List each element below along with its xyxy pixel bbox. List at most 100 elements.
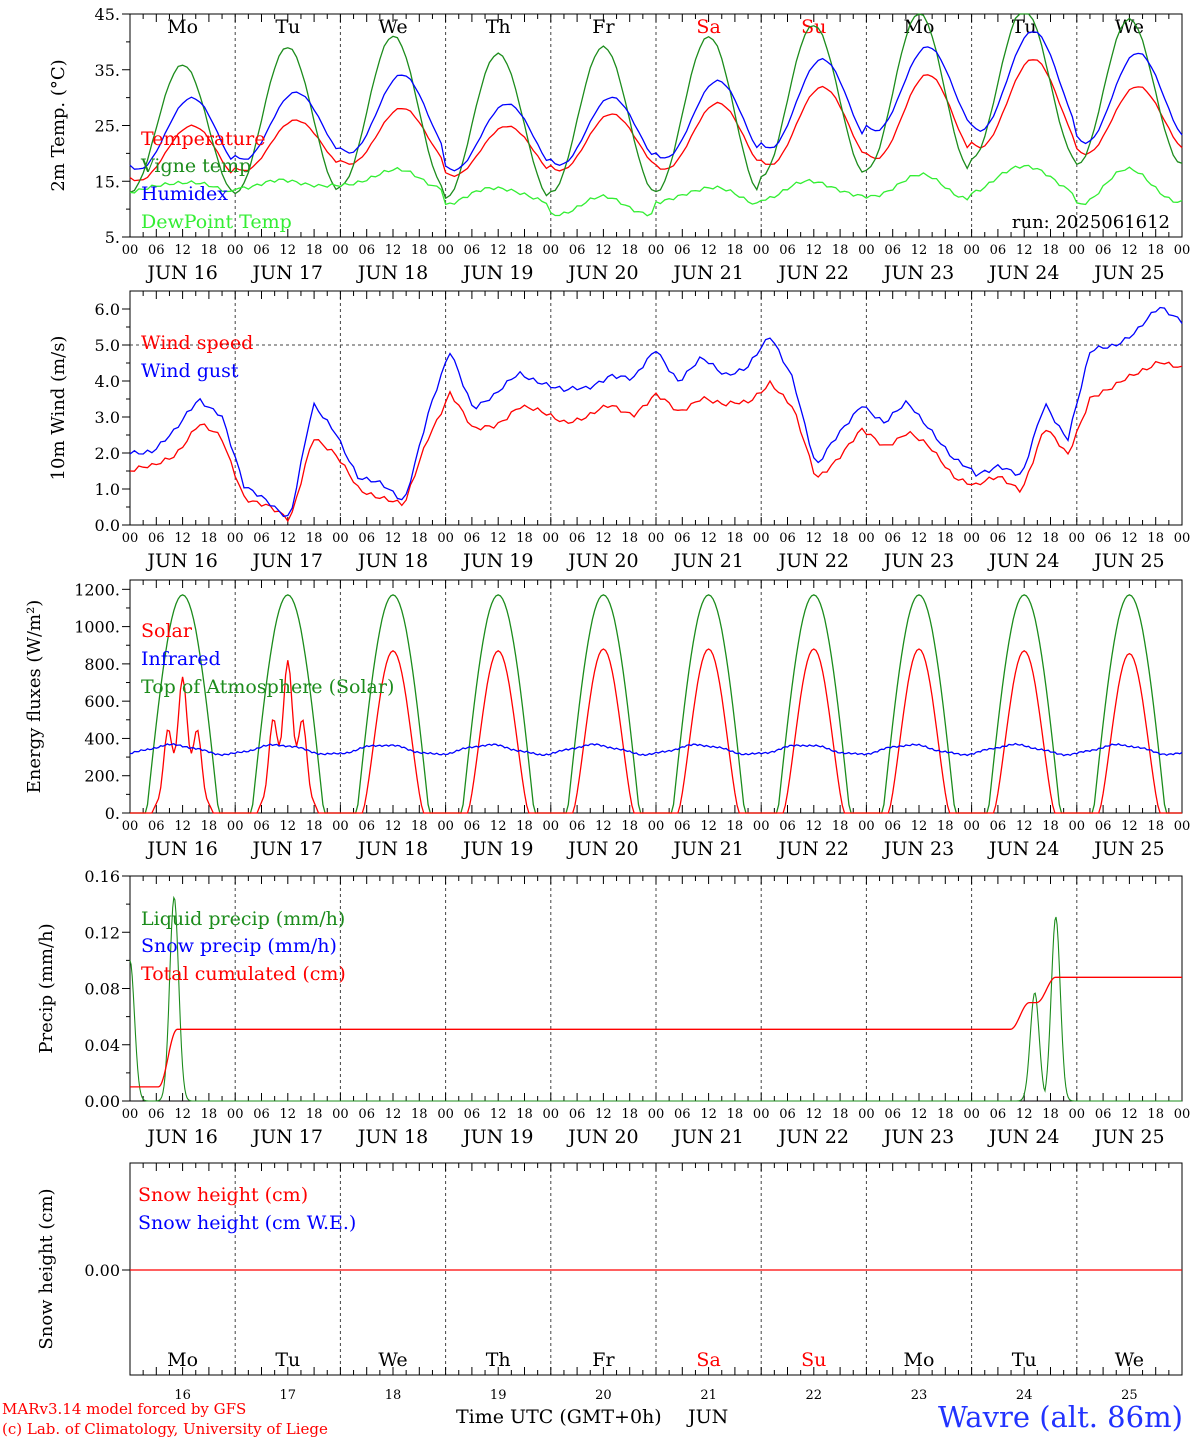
wind-hour-label: 18	[937, 531, 954, 546]
temp-hour-label: 18	[832, 243, 849, 258]
wind-hour-label: 12	[280, 531, 297, 546]
wind-hour-label: 06	[779, 531, 796, 546]
temp-ytick-label: 15.	[95, 172, 120, 191]
snow-day-number: 23	[911, 1388, 928, 1403]
precip-hour-label: 12	[280, 1107, 297, 1122]
precip-hour-label: 06	[569, 1107, 586, 1122]
snow-hour-ticks	[129, 1163, 1183, 1375]
temp-hour-label: 00	[963, 243, 980, 258]
precip-date-label: JUN 17	[251, 1126, 323, 1148]
temp-ytick-label: 25.	[95, 117, 120, 136]
energy-date-label: JUN 16	[145, 838, 217, 860]
wind-date-label: JUN 22	[777, 550, 849, 572]
precip-hour-label: 06	[1095, 1107, 1112, 1122]
energy-ytick-label: 600.	[84, 692, 120, 711]
precip-hour-label: 12	[385, 1107, 402, 1122]
energy-ytick-label: 800.	[84, 655, 120, 674]
precip-hour-label: 00	[1174, 1107, 1191, 1122]
energy-hour-label: 12	[806, 819, 823, 834]
energy-hour-label: 06	[990, 819, 1007, 834]
snow-day-number: 19	[490, 1388, 507, 1403]
energy-hour-label: 00	[963, 819, 980, 834]
precip-hour-label: 12	[700, 1107, 717, 1122]
wind-hour-label: 00	[1174, 531, 1191, 546]
precip-hour-label: 12	[911, 1107, 928, 1122]
snow-weekday-label: Th	[486, 1349, 511, 1371]
wind-hour-label: 00	[963, 531, 980, 546]
snow-ytick-label: 0.00	[84, 1261, 120, 1280]
wind-legend-item: Wind gust	[141, 360, 239, 382]
energy-hour-label: 06	[569, 819, 586, 834]
wind-hour-label: 00	[332, 531, 349, 546]
temp-hour-label: 18	[937, 243, 954, 258]
snow-legend-item: Snow height (cm)	[138, 1184, 308, 1206]
wind-hour-label: 00	[227, 531, 244, 546]
precip-legend-item: Snow precip (mm/h)	[141, 935, 337, 957]
wind-date-label: JUN 23	[882, 550, 954, 572]
temp-legend-item: Temperature	[141, 128, 265, 150]
run-label: run: 2025061612	[1012, 212, 1170, 233]
energy-hour-label: 00	[1174, 819, 1191, 834]
temp-legend-item: DewPoint Temp	[141, 211, 292, 233]
wind-hour-label: 00	[858, 531, 875, 546]
wind-date-label: JUN 20	[566, 550, 638, 572]
wind-hour-label: 12	[595, 531, 612, 546]
energy-hour-label: 00	[543, 819, 560, 834]
wind-series-gust	[129, 306, 1183, 518]
precip-date-label: JUN 22	[777, 1126, 849, 1148]
snow-ylabel: Snow height (cm)	[36, 1188, 57, 1349]
energy-date-label: JUN 17	[251, 838, 323, 860]
snow-weekday-label: We	[378, 1349, 407, 1371]
wind-date-label: JUN 19	[461, 550, 533, 572]
wind-hour-label: 06	[990, 531, 1007, 546]
energy-hour-label: 12	[280, 819, 297, 834]
wind-hour-label: 00	[648, 531, 665, 546]
temp-hour-ticks	[129, 14, 1183, 237]
temp-hour-label: 18	[201, 243, 218, 258]
precip-date-label: JUN 20	[566, 1126, 638, 1148]
energy-legend-item: Infrared	[141, 648, 221, 670]
energy-hour-label: 12	[595, 819, 612, 834]
wind-hour-label: 18	[832, 531, 849, 546]
temp-hour-label: 12	[490, 243, 507, 258]
precip-hour-label: 18	[201, 1107, 218, 1122]
lab-credit: (c) Lab. of Climatology, University of L…	[2, 1420, 328, 1438]
wind-hour-label: 06	[358, 531, 375, 546]
wind-ytick-label: 5.0	[95, 336, 120, 355]
temp-hour-label: 12	[385, 243, 402, 258]
precip-hour-label: 06	[990, 1107, 1007, 1122]
energy-ytick-label: 400.	[84, 729, 120, 748]
snow-day-number: 16	[174, 1388, 191, 1403]
wind-date-label: JUN 17	[251, 550, 323, 572]
energy-hour-label: 06	[1095, 819, 1112, 834]
wind-date-label: JUN 21	[671, 550, 743, 572]
temp-hour-label: 12	[911, 243, 928, 258]
energy-hour-label: 18	[1147, 819, 1164, 834]
wind-hour-label: 06	[569, 531, 586, 546]
snow-weekday-label: Tu	[1012, 1349, 1037, 1371]
precip-series-cumulated	[130, 976, 1182, 1088]
wind-hour-label: 06	[1095, 531, 1112, 546]
snow-day-number: 20	[595, 1388, 612, 1403]
wind-hour-label: 18	[201, 531, 218, 546]
precip-date-label: JUN 19	[461, 1126, 533, 1148]
wind-hour-label: 06	[884, 531, 901, 546]
weekday-label: Sa	[696, 16, 720, 38]
energy-hour-label: 18	[727, 819, 744, 834]
wind-date-label: JUN 24	[987, 550, 1059, 572]
temp-hour-label: 12	[1121, 243, 1138, 258]
temp-hour-label: 18	[727, 243, 744, 258]
wind-hour-label: 18	[306, 531, 323, 546]
snow-day-number: 22	[806, 1388, 823, 1403]
temp-hour-label: 06	[253, 243, 270, 258]
temp-hour-label: 18	[621, 243, 638, 258]
temp-hour-label: 06	[358, 243, 375, 258]
temp-hour-label: 18	[1042, 243, 1059, 258]
precip-hour-label: 18	[832, 1107, 849, 1122]
energy-ylabel: Energy fluxes (W/m²)	[24, 600, 45, 794]
precip-hour-ticks	[129, 876, 1183, 1101]
energy-hour-label: 18	[1042, 819, 1059, 834]
precip-ylabel: Precip (mm/h)	[36, 923, 57, 1053]
precip-series-liquid	[129, 895, 1182, 1102]
wind-hour-label: 12	[174, 531, 191, 546]
